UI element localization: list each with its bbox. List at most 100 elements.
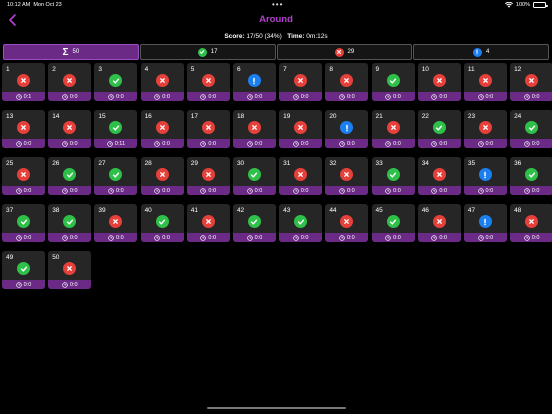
- question-tile[interactable]: 43 0:0: [279, 204, 323, 242]
- question-tile[interactable]: 48 0:0: [510, 204, 552, 242]
- question-number: 2: [52, 66, 56, 73]
- checkmark-icon: [109, 121, 123, 134]
- question-tile[interactable]: 29 0:0: [186, 157, 230, 195]
- question-tile[interactable]: 41 0:0: [186, 204, 230, 242]
- question-tile[interactable]: 37 0:0: [2, 204, 45, 242]
- question-time: 0:0: [116, 234, 124, 241]
- question-tile[interactable]: 21 0:0: [371, 110, 415, 148]
- question-time: 0:0: [485, 140, 494, 147]
- question-tile[interactable]: 44 0:0: [325, 204, 369, 242]
- question-tile[interactable]: 5 0:0: [186, 63, 230, 101]
- question-tile[interactable]: 19 0:0: [279, 110, 323, 148]
- question-tile[interactable]: 7 0:0: [279, 63, 323, 101]
- question-tile[interactable]: 6 0:0: [232, 63, 276, 101]
- filter-all[interactable]: Σ 50: [3, 44, 139, 60]
- time-bar: 0:0: [371, 186, 415, 195]
- checkmark-icon: [63, 168, 77, 181]
- question-tile[interactable]: 24 0:0: [510, 110, 552, 148]
- question-number: 24: [514, 113, 522, 120]
- navigation-bar: Around: [0, 12, 552, 30]
- checkmark-icon: [525, 168, 539, 181]
- question-tile[interactable]: 8 0:0: [325, 63, 369, 101]
- question-tile[interactable]: 47 0:0: [463, 204, 507, 242]
- chevron-left-icon[interactable]: [6, 12, 20, 28]
- question-tile[interactable]: 14 0:0: [48, 110, 92, 148]
- question-time: 0:0: [439, 140, 448, 147]
- question-tile[interactable]: 39 0:0: [94, 204, 138, 242]
- question-number: 46: [421, 207, 429, 214]
- timer-icon: [106, 140, 113, 147]
- x-mark-icon: [432, 215, 446, 228]
- question-tile[interactable]: 45 0:0: [371, 204, 415, 242]
- question-tile[interactable]: 12 0:0: [510, 63, 552, 101]
- question-time: 0:0: [23, 187, 32, 194]
- question-tile[interactable]: 2 0:0: [48, 63, 92, 101]
- question-time: 0:0: [162, 140, 170, 147]
- time-bar: 0:0: [2, 233, 45, 242]
- filter-wrong-count: 29: [347, 49, 355, 55]
- timer-icon: [339, 93, 345, 100]
- question-tile[interactable]: 22 0:0: [417, 110, 461, 148]
- status-bar: 10:12 AM Mon Oct 23 ••• 100%: [0, 0, 552, 10]
- question-tile[interactable]: 18 0:0: [232, 110, 276, 148]
- timer-icon: [15, 281, 22, 288]
- filter-wrong[interactable]: 29: [276, 44, 413, 60]
- time-bar: 0:0: [371, 92, 415, 101]
- question-tile[interactable]: 28 0:0: [140, 157, 184, 195]
- timer-icon: [293, 187, 299, 194]
- question-tile[interactable]: 38 0:0: [48, 204, 92, 242]
- multitasking-dots-icon[interactable]: •••: [272, 0, 284, 9]
- question-tile[interactable]: 31 0:0: [279, 157, 323, 195]
- checkmark-icon: [386, 215, 400, 228]
- question-tile[interactable]: 30 0:0: [232, 157, 276, 195]
- question-tile[interactable]: 35 0:0: [463, 157, 507, 195]
- time-bar: 0:0: [186, 92, 230, 101]
- question-tile[interactable]: 33 0:0: [371, 157, 415, 195]
- question-tile[interactable]: 16 0:0: [140, 110, 184, 148]
- filter-all-count: 50: [72, 49, 80, 55]
- question-tile[interactable]: 13 0:0: [2, 110, 45, 148]
- timer-icon: [246, 234, 253, 241]
- question-number: 4: [144, 66, 149, 73]
- question-time: 0:0: [254, 93, 263, 100]
- exclamation-icon: [247, 74, 261, 87]
- question-time: 0:0: [485, 187, 494, 194]
- question-tile[interactable]: 40 0:0: [140, 204, 184, 242]
- question-number: 25: [6, 160, 14, 167]
- x-mark-icon: [432, 168, 446, 181]
- time-bar: 0:0: [48, 233, 92, 242]
- time-bar: 0:0: [94, 186, 138, 195]
- question-number: 37: [6, 207, 14, 214]
- question-time: 0:0: [393, 187, 401, 194]
- question-tile[interactable]: 36 0:0: [510, 157, 552, 195]
- question-tile[interactable]: 23 0:0: [463, 110, 507, 148]
- question-tile[interactable]: 11 0:0: [463, 63, 507, 101]
- time-bar: 0:0: [279, 233, 323, 242]
- question-tile[interactable]: 34 0:0: [417, 157, 461, 195]
- x-mark-icon: [201, 215, 215, 228]
- question-number: 30: [236, 160, 245, 167]
- filter-skipped[interactable]: 4: [413, 44, 549, 60]
- question-time: 0:0: [346, 187, 355, 194]
- filter-correct[interactable]: 17: [139, 44, 276, 60]
- question-tile[interactable]: 25 0:0: [2, 157, 45, 195]
- question-tile[interactable]: 9 0:0: [371, 63, 415, 101]
- question-tile[interactable]: 17 0:0: [186, 110, 230, 148]
- question-tile[interactable]: 50 0:0: [48, 251, 92, 289]
- question-tile[interactable]: 32 0:0: [325, 157, 369, 195]
- question-tile[interactable]: 42 0:0: [232, 204, 276, 242]
- question-tile[interactable]: 26 0:0: [48, 157, 92, 195]
- home-indicator[interactable]: [207, 407, 346, 409]
- question-tile[interactable]: 15 0:11: [94, 110, 138, 148]
- question-tile[interactable]: 1 0:1: [2, 63, 45, 101]
- question-tile[interactable]: 49 0:0: [2, 251, 45, 289]
- question-number: 47: [467, 207, 476, 214]
- question-tile[interactable]: 46 0:0: [417, 204, 461, 242]
- question-number: 36: [514, 160, 522, 167]
- time-bar: 0:0: [48, 280, 92, 289]
- question-tile[interactable]: 10 0:0: [417, 63, 461, 101]
- question-tile[interactable]: 3 0:0: [94, 63, 138, 101]
- question-tile[interactable]: 27 0:0: [94, 157, 138, 195]
- question-tile[interactable]: 20 0:0: [325, 110, 369, 148]
- question-tile[interactable]: 4 0:0: [140, 63, 184, 101]
